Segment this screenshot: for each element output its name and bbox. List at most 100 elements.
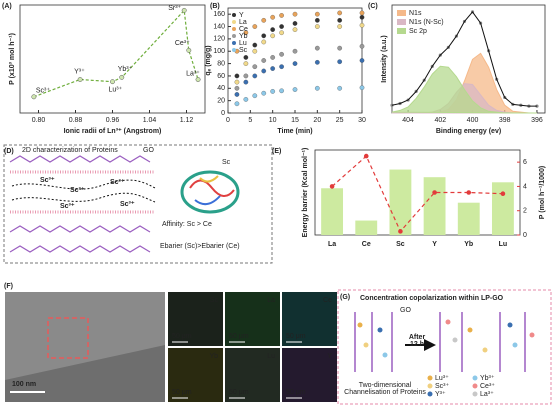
legend-label: La³⁺ xyxy=(480,391,494,398)
data-point xyxy=(186,47,192,53)
ion-label: Sc³⁺ xyxy=(60,203,75,210)
ion-label: Sc³⁺ xyxy=(120,201,135,208)
x-tick-label: 402 xyxy=(434,117,446,124)
eds-element: La xyxy=(267,297,275,304)
data-point xyxy=(292,87,298,92)
x-tick-label: 15 xyxy=(291,117,299,124)
legend-marker xyxy=(472,391,478,397)
data-point xyxy=(279,88,284,94)
data-point xyxy=(261,18,267,23)
panel-label: (F) xyxy=(4,283,13,290)
legend-label: Ce³⁺ xyxy=(480,383,495,390)
data-point xyxy=(292,21,298,26)
ion-dot xyxy=(377,327,383,333)
eds-scale: 50 μm xyxy=(229,389,249,396)
data-point xyxy=(359,10,365,16)
legend-label: Sc xyxy=(239,47,248,54)
plot-frame xyxy=(314,149,521,236)
legend-label: Sc 2p xyxy=(409,28,427,35)
legend-label: Y xyxy=(239,12,244,19)
point-label: Yb³⁺ xyxy=(118,66,133,73)
data-point xyxy=(181,7,187,13)
data-point xyxy=(261,33,267,39)
y-tick-label: 20 xyxy=(217,97,225,104)
y-axis-title: Energy barrier (Kcal mol⁻¹) xyxy=(302,148,309,238)
panel-label: (E) xyxy=(272,148,281,155)
x-tick-label: La xyxy=(328,241,336,248)
y-tick-label: 4 xyxy=(523,183,527,190)
eds-element: Sc xyxy=(210,297,219,304)
data-point xyxy=(234,79,240,85)
data-point xyxy=(270,55,276,60)
x-tick-label: 5 xyxy=(248,117,252,124)
ion-label: Sc³⁺ xyxy=(70,187,85,194)
data-point xyxy=(337,24,343,29)
data-point xyxy=(314,24,320,29)
eds-element: Ce xyxy=(323,297,332,304)
affinity: Affinity: Sc > Ce xyxy=(162,221,212,228)
data-point xyxy=(337,45,343,51)
data-point xyxy=(270,14,276,20)
data-point xyxy=(329,184,335,189)
eds-scale: 50 μm xyxy=(172,389,192,396)
data-point xyxy=(363,153,369,159)
data-point xyxy=(359,85,365,91)
ion-dot xyxy=(529,332,535,338)
data-point xyxy=(252,42,258,48)
x-tick-label: Y xyxy=(432,241,437,248)
data-point xyxy=(234,101,240,107)
eds-map xyxy=(168,348,223,402)
data-point xyxy=(279,24,284,29)
g-after: After xyxy=(409,334,426,341)
panel-label: (C) xyxy=(368,3,378,10)
data-line xyxy=(331,155,503,233)
x-tick-label: 398 xyxy=(499,117,511,124)
raw-point xyxy=(390,103,394,107)
panel-label: (D) xyxy=(4,148,14,155)
legend-marker xyxy=(427,375,433,381)
y-tick-label: 40 xyxy=(217,85,225,92)
eds-scale: 50 μm xyxy=(172,333,192,340)
data-point xyxy=(270,33,276,39)
bar xyxy=(457,202,480,235)
data-point xyxy=(279,30,284,36)
data-point xyxy=(252,64,258,70)
data-point xyxy=(279,51,284,57)
ion-dot xyxy=(452,337,458,343)
eds-element: Yb xyxy=(209,353,218,360)
point-label: Sc³⁺ xyxy=(36,88,51,95)
ion-dot xyxy=(363,342,369,348)
data-point xyxy=(243,30,249,36)
g-title: Concentration copolarization within LP-G… xyxy=(360,295,504,302)
data-point xyxy=(466,190,472,195)
legend-marker xyxy=(232,34,236,38)
y-tick-label: 140 xyxy=(213,23,225,30)
data-point xyxy=(292,61,298,66)
y-tick-label: 60 xyxy=(217,73,225,80)
data-point xyxy=(110,79,115,85)
data-point xyxy=(359,22,365,28)
data-point xyxy=(234,85,240,91)
scale-label: 100 nm xyxy=(12,381,36,388)
data-point xyxy=(243,73,249,79)
data-point xyxy=(243,55,249,60)
data-point xyxy=(252,24,258,29)
legend-swatch xyxy=(397,19,406,25)
ion-dot xyxy=(382,352,388,358)
x-axis-title: Binding energy (ev) xyxy=(436,128,501,135)
data-point xyxy=(337,18,343,23)
ion-dot xyxy=(507,322,513,328)
data-point xyxy=(261,68,267,74)
data-point xyxy=(252,48,258,54)
x-tick-label: 10 xyxy=(269,117,277,124)
eds-scale: 50 μm xyxy=(286,333,306,340)
legend-label: Yb³⁺ xyxy=(480,375,495,382)
bar xyxy=(491,182,514,235)
x-tick-label: 30 xyxy=(358,117,366,124)
data-point xyxy=(77,77,83,82)
y-tick-label: 160 xyxy=(213,11,225,18)
g-after: 12 h xyxy=(410,341,424,348)
data-point xyxy=(359,14,365,20)
ion-dot xyxy=(512,342,518,348)
